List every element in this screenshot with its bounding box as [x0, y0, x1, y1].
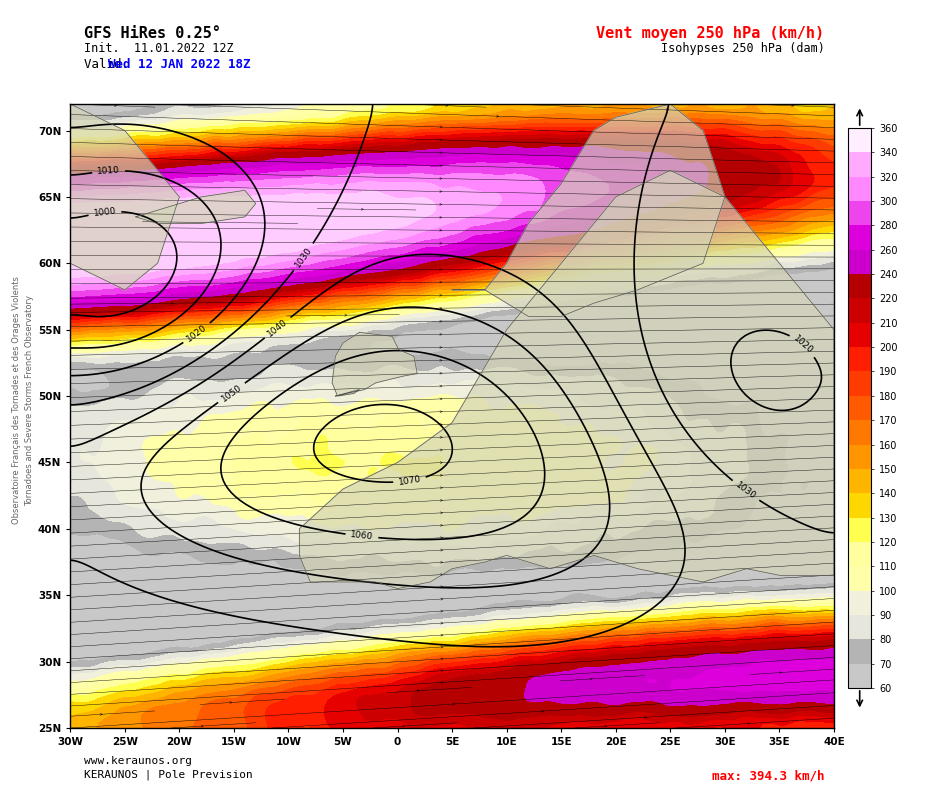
Text: Tornadoes and Severe Storms French Observatory: Tornadoes and Severe Storms French Obser… [25, 294, 35, 506]
FancyArrowPatch shape [439, 178, 442, 180]
Polygon shape [136, 190, 256, 223]
FancyArrowPatch shape [446, 105, 447, 106]
FancyArrowPatch shape [439, 359, 442, 362]
FancyArrowPatch shape [439, 423, 442, 426]
FancyArrowPatch shape [440, 524, 442, 526]
FancyArrowPatch shape [440, 449, 442, 451]
Text: Observatoire Français des Tornades et des Orages Violents: Observatoire Français des Tornades et de… [12, 276, 22, 524]
Text: 1020: 1020 [184, 323, 209, 344]
FancyArrowPatch shape [439, 372, 442, 374]
FancyArrowPatch shape [440, 622, 443, 624]
Text: 1010: 1010 [96, 166, 120, 176]
FancyArrowPatch shape [590, 678, 592, 680]
Text: Init.  11.01.2022 12Z: Init. 11.01.2022 12Z [84, 42, 234, 54]
Text: GFS HiRes 0.25°: GFS HiRes 0.25° [84, 26, 221, 42]
FancyArrowPatch shape [439, 255, 441, 258]
FancyArrowPatch shape [440, 562, 443, 563]
FancyArrowPatch shape [439, 152, 442, 154]
FancyArrowPatch shape [440, 537, 442, 539]
FancyArrowPatch shape [604, 725, 606, 727]
FancyArrowPatch shape [440, 499, 442, 502]
Text: 1030: 1030 [733, 480, 757, 502]
FancyArrowPatch shape [439, 216, 442, 218]
Text: 1050: 1050 [219, 382, 243, 403]
FancyArrowPatch shape [440, 658, 443, 660]
FancyArrowPatch shape [439, 281, 441, 283]
Text: KERAUNOS | Pole Prevision: KERAUNOS | Pole Prevision [84, 770, 253, 780]
Text: max: 394.3 km/h: max: 394.3 km/h [711, 770, 824, 782]
FancyArrowPatch shape [100, 714, 102, 715]
FancyArrowPatch shape [778, 671, 781, 674]
FancyArrowPatch shape [439, 320, 442, 322]
FancyArrowPatch shape [791, 105, 793, 106]
Text: 1000: 1000 [93, 206, 117, 218]
FancyArrowPatch shape [439, 126, 442, 128]
Text: 1070: 1070 [397, 474, 421, 487]
FancyArrowPatch shape [747, 722, 749, 725]
FancyArrowPatch shape [440, 512, 442, 514]
FancyArrowPatch shape [440, 549, 442, 551]
FancyArrowPatch shape [114, 105, 116, 106]
FancyArrowPatch shape [440, 486, 442, 489]
Text: Isohypses 250 hPa (dam): Isohypses 250 hPa (dam) [660, 42, 824, 54]
FancyArrowPatch shape [439, 334, 442, 335]
FancyArrowPatch shape [439, 385, 442, 387]
FancyArrowPatch shape [439, 165, 442, 166]
FancyArrowPatch shape [541, 710, 543, 712]
FancyArrowPatch shape [439, 398, 442, 400]
FancyArrowPatch shape [439, 242, 441, 245]
FancyArrowPatch shape [440, 610, 443, 612]
FancyArrowPatch shape [439, 138, 442, 141]
FancyArrowPatch shape [439, 229, 442, 231]
FancyArrowPatch shape [360, 208, 363, 210]
FancyArrowPatch shape [200, 725, 203, 727]
FancyArrowPatch shape [439, 268, 441, 270]
Polygon shape [331, 332, 417, 396]
Polygon shape [300, 170, 833, 589]
FancyArrowPatch shape [439, 410, 442, 413]
Text: 1040: 1040 [266, 317, 289, 338]
FancyArrowPatch shape [440, 574, 443, 576]
FancyArrowPatch shape [440, 646, 443, 648]
FancyArrowPatch shape [440, 682, 443, 684]
Text: Wed 12 JAN 2022 18Z: Wed 12 JAN 2022 18Z [108, 58, 250, 70]
FancyArrowPatch shape [440, 598, 443, 600]
FancyArrowPatch shape [440, 436, 442, 438]
Text: www.keraunos.org: www.keraunos.org [84, 756, 192, 766]
FancyArrowPatch shape [440, 462, 442, 464]
FancyArrowPatch shape [440, 670, 443, 672]
FancyArrowPatch shape [452, 703, 454, 706]
FancyArrowPatch shape [644, 716, 646, 718]
FancyArrowPatch shape [214, 222, 216, 223]
FancyArrowPatch shape [440, 586, 443, 588]
FancyArrowPatch shape [417, 690, 418, 692]
FancyArrowPatch shape [496, 115, 498, 118]
FancyArrowPatch shape [170, 302, 173, 304]
FancyArrowPatch shape [665, 109, 667, 111]
Polygon shape [451, 104, 724, 317]
FancyArrowPatch shape [344, 314, 346, 316]
FancyArrowPatch shape [402, 725, 404, 727]
FancyArrowPatch shape [439, 346, 442, 349]
Text: 1020: 1020 [791, 334, 814, 356]
Text: 1060: 1060 [350, 530, 373, 542]
Text: Vent moyen 250 hPa (km/h): Vent moyen 250 hPa (km/h) [596, 26, 824, 42]
FancyArrowPatch shape [440, 474, 442, 476]
FancyArrowPatch shape [439, 294, 442, 296]
FancyArrowPatch shape [439, 190, 442, 193]
Text: 1030: 1030 [293, 245, 314, 269]
FancyArrowPatch shape [439, 203, 442, 206]
Text: Valid.: Valid. [84, 58, 137, 70]
FancyArrowPatch shape [229, 702, 232, 704]
FancyArrowPatch shape [439, 307, 442, 310]
Polygon shape [70, 104, 179, 290]
FancyArrowPatch shape [440, 634, 443, 636]
